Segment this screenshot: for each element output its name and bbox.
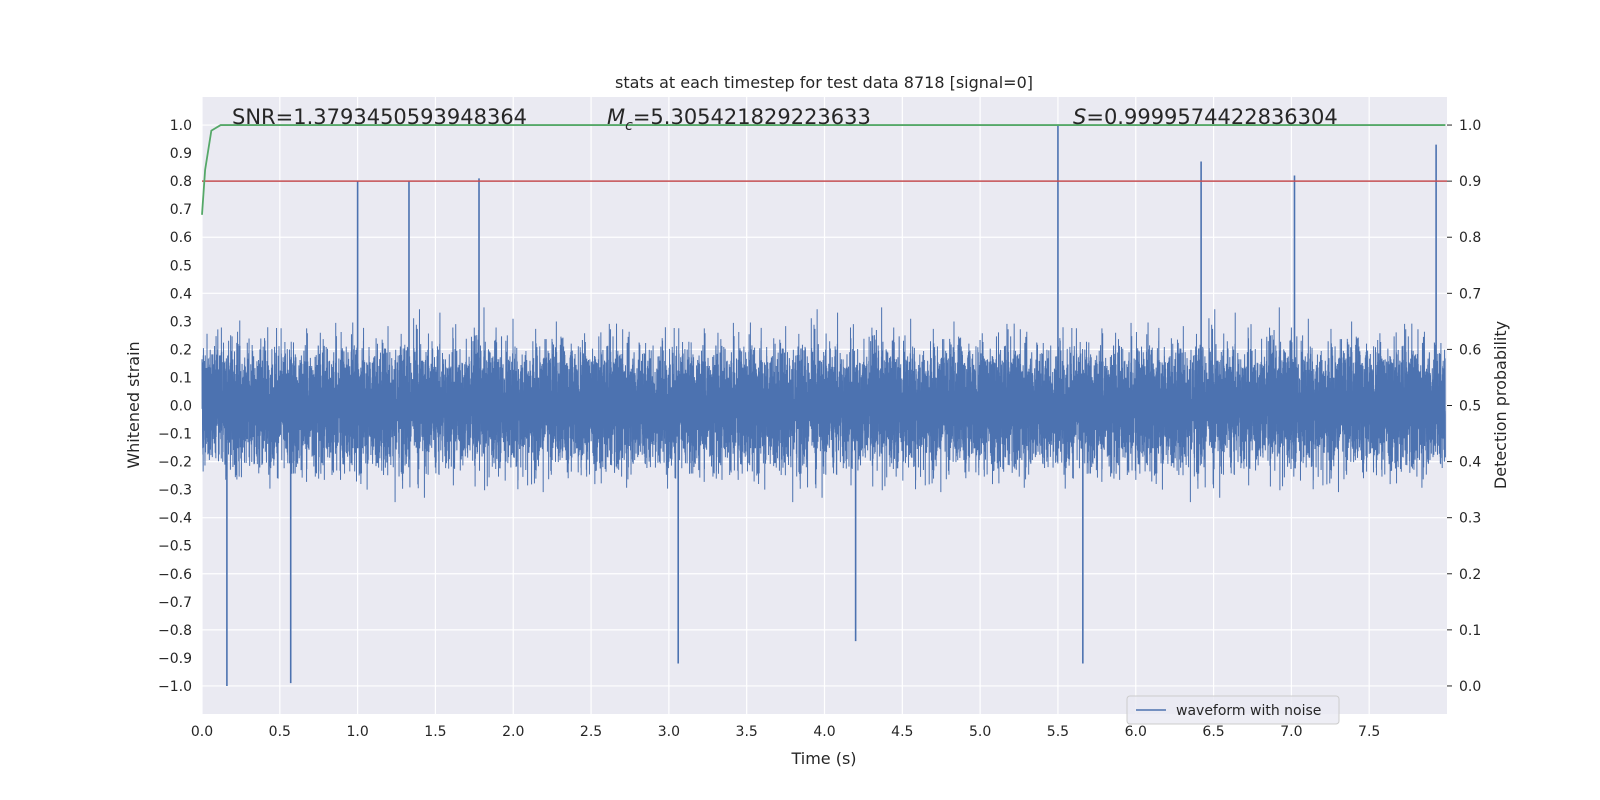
legend: waveform with noise: [1126, 695, 1340, 725]
x-tick-label: 2.5: [580, 724, 602, 740]
y-tick-label: 0.4: [170, 286, 192, 302]
x-tick-label: 0.5: [269, 724, 291, 740]
chart-title: stats at each timestep for test data 871…: [615, 73, 1033, 92]
y2-tick-label: 0.3: [1459, 511, 1481, 527]
y-tick-label: −1.0: [158, 679, 192, 695]
x-axis-label: Time (s): [790, 749, 856, 768]
x-tick-label: 2.0: [502, 724, 524, 740]
y2-tick-label: 1.0: [1459, 118, 1481, 134]
y-tick-label: −0.8: [158, 623, 192, 639]
y2-tick-label: 0.8: [1459, 230, 1481, 246]
y-axis-label: Whitened strain: [124, 341, 143, 468]
x-tick-label: 1.5: [424, 724, 446, 740]
waveform-series: [201, 125, 1446, 686]
chirp-mass-value: =5.305421829223633: [633, 105, 871, 129]
x-tick-label: 1.0: [346, 724, 368, 740]
x-tick-label: 4.0: [813, 724, 835, 740]
y2-tick-label: 0.4: [1459, 455, 1481, 471]
chirp-mass-annotation: Mc=5.305421829223633: [607, 105, 871, 134]
x-tick-label: 5.0: [969, 724, 991, 740]
x-tick-label: 7.0: [1280, 724, 1302, 740]
y2-axis-label: Detection probability: [1491, 321, 1510, 489]
x-tick-label: 5.5: [1047, 724, 1069, 740]
y-tick-label: −0.2: [158, 455, 192, 471]
y2-tick-label: 0.1: [1459, 623, 1481, 639]
x-tick-label: 7.5: [1358, 724, 1380, 740]
y-tick-label: 0.2: [170, 342, 192, 358]
y2-tick-label: 0.2: [1459, 567, 1481, 583]
chirp-mass-subscript: c: [625, 118, 633, 134]
x-tick-label: 4.5: [891, 724, 913, 740]
y-tick-label: 1.0: [170, 118, 192, 134]
y2-tick-label: 0.7: [1459, 286, 1481, 302]
x-tick-label: 3.5: [736, 724, 758, 740]
y2-tick-label: 0.5: [1459, 399, 1481, 415]
probability-line: [201, 124, 1446, 215]
y-tick-label: −0.7: [158, 595, 192, 611]
y-tick-label: 0.6: [170, 230, 192, 246]
legend-label: waveform with noise: [1176, 703, 1321, 719]
y-tick-label: 0.0: [170, 399, 192, 415]
y-tick-label: −0.6: [158, 567, 192, 583]
x-tick-label: 6.5: [1202, 724, 1224, 740]
probability-series: [201, 124, 1447, 215]
y2-tick-label: 0.0: [1459, 679, 1481, 695]
score-annotation: S=0.9999574422836304: [1073, 105, 1338, 129]
y-tick-label: −0.4: [158, 511, 192, 527]
y-tick-label: −0.5: [158, 539, 192, 555]
x-tick-label: 3.0: [658, 724, 680, 740]
snr-annotation: SNR=1.3793450593948364: [232, 105, 527, 129]
y-tick-label: 0.8: [170, 174, 192, 190]
y-tick-label: −0.3: [158, 483, 192, 499]
chirp-mass-symbol: M: [607, 105, 625, 129]
y-tick-label: 0.9: [170, 146, 192, 162]
legend-box: [1126, 695, 1340, 725]
score-value: =0.9999574422836304: [1086, 105, 1337, 129]
y-tick-label: −0.9: [158, 651, 192, 667]
y-tick-label: −0.1: [158, 427, 192, 443]
y-tick-label: 0.3: [170, 314, 192, 330]
y-tick-label: 0.1: [170, 370, 192, 386]
x-tick-label: 6.0: [1125, 724, 1147, 740]
y-tick-label: 0.7: [170, 202, 192, 218]
score-symbol: S: [1073, 105, 1086, 129]
y2-tick-label: 0.6: [1459, 342, 1481, 358]
y-tick-label: 0.5: [170, 258, 192, 274]
x-tick-label: 0.0: [191, 724, 213, 740]
y2-tick-label: 0.9: [1459, 174, 1481, 190]
axis-ticks: 0.0 0.5 1.0 1.5 2.0 2.5 3.0 3.5 4.0 4.5 5.0 5.5 6.0 6…: [158, 118, 1481, 740]
